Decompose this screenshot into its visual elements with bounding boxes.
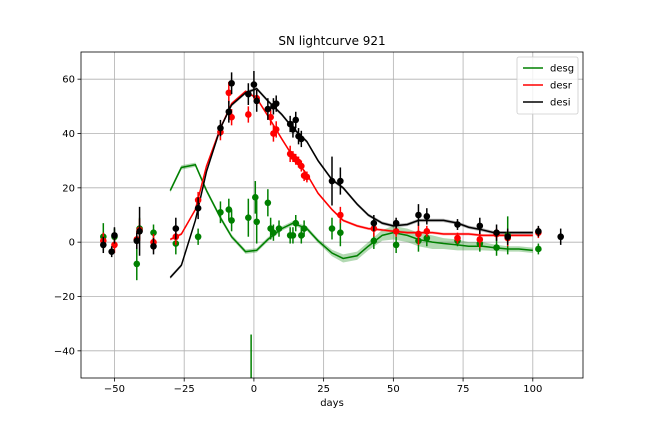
x-tick-label: 0	[251, 384, 257, 395]
desi-data-point	[454, 221, 461, 228]
desg-data-point	[289, 232, 297, 239]
legend-label-desr: desr	[550, 81, 573, 92]
desr-data-point	[228, 113, 235, 121]
desr-data-point	[337, 211, 344, 219]
desi-data-point	[136, 228, 143, 235]
desi-data-point	[264, 105, 272, 113]
desg-data-point	[300, 225, 308, 232]
x-tick-label: −25	[174, 384, 195, 395]
desg-data-point	[275, 225, 283, 232]
data-points	[100, 71, 564, 378]
x-tick-label: −50	[104, 384, 125, 395]
desr-data-point	[454, 234, 461, 242]
axis-ticks: −50 −25 0 25 50 75 100 −40 −20 0 20 40 60	[54, 75, 542, 395]
desg-data-point	[225, 206, 233, 213]
desi-data-point	[245, 90, 252, 98]
desi-data-point	[133, 237, 141, 245]
legend-label-desi: desi	[550, 98, 571, 109]
desg-data-point	[298, 232, 305, 239]
y-tick-label: 20	[62, 183, 75, 194]
desr-data-point	[415, 230, 422, 238]
desg-data-point	[328, 225, 336, 232]
desi-data-point	[217, 124, 224, 132]
desg-model-line	[169, 163, 533, 260]
x-tick-label: 100	[523, 384, 542, 395]
desr-data-point	[423, 228, 431, 235]
desi-data-point	[328, 177, 336, 185]
desi-data-point	[292, 116, 300, 124]
desi-data-point	[535, 228, 542, 235]
desr-data-point	[267, 113, 274, 121]
x-tick-label: 75	[457, 384, 470, 395]
y-tick-label: −20	[54, 292, 75, 303]
desg-data-point	[292, 219, 300, 227]
desr-data-point	[303, 173, 311, 181]
desi-data-point	[289, 126, 297, 133]
desr-data-point	[476, 236, 484, 243]
plot-frame	[80, 51, 584, 379]
desr-data-point	[111, 241, 118, 249]
desg-data-point	[194, 233, 202, 241]
desg-data-point	[270, 229, 277, 236]
desg-data-point	[228, 217, 235, 224]
desi-data-point	[415, 211, 422, 219]
chart-title: SN lightcurve 921	[278, 34, 385, 48]
desi-data-point	[337, 177, 344, 185]
desi-data-point	[108, 248, 115, 255]
y-tick-label: −40	[54, 346, 75, 357]
desi-data-point	[298, 135, 305, 143]
desg-data-point	[493, 244, 500, 251]
desr-data-point	[392, 228, 400, 235]
desi-data-point	[476, 222, 484, 230]
desg-data-point	[337, 229, 344, 236]
desg-data-point	[217, 208, 224, 216]
desg-data-point	[252, 194, 259, 201]
y-tick-label: 0	[69, 238, 75, 249]
desg-data-point	[392, 241, 400, 249]
legend-label-desg: desg	[550, 64, 574, 75]
x-axis-label: days	[320, 398, 344, 409]
x-tick-label: 50	[387, 384, 400, 395]
desi-data-point	[111, 232, 118, 239]
desi-data-point	[392, 219, 400, 227]
desi-data-point	[493, 229, 500, 236]
desg-data-point	[133, 260, 141, 268]
desr-data-point	[272, 126, 280, 133]
x-tick-label: 25	[317, 384, 330, 395]
desi-data-point	[504, 233, 512, 241]
desr-data-point	[298, 162, 305, 170]
desi-data-point	[272, 100, 280, 107]
legend-box	[516, 56, 579, 115]
y-tick-label: 40	[62, 129, 75, 140]
desg-data-point	[150, 229, 157, 236]
desi-data-point	[194, 204, 202, 212]
y-tick-label: 60	[62, 75, 75, 86]
desi-data-point	[423, 213, 431, 220]
desr-data-point	[245, 111, 252, 118]
desr-data-point	[225, 89, 233, 97]
desi-data-point	[250, 81, 258, 88]
desi-data-point	[557, 233, 564, 241]
desg-data-point	[370, 237, 378, 245]
desg-data-point	[264, 199, 272, 207]
desi-data-point	[100, 241, 107, 249]
desi-data-point	[225, 108, 233, 116]
desi-data-point	[370, 219, 378, 227]
desg-data-point	[245, 214, 252, 222]
desg-data-point	[423, 234, 431, 242]
desg-data-point	[253, 218, 260, 226]
desi-data-point	[150, 242, 157, 250]
desi-data-point	[228, 79, 235, 87]
desi-data-point	[286, 120, 294, 128]
legend: desg desr desi	[516, 56, 579, 115]
desi-data-point	[172, 225, 180, 232]
desi-data-point	[253, 97, 260, 105]
desg-data-point	[535, 245, 542, 253]
